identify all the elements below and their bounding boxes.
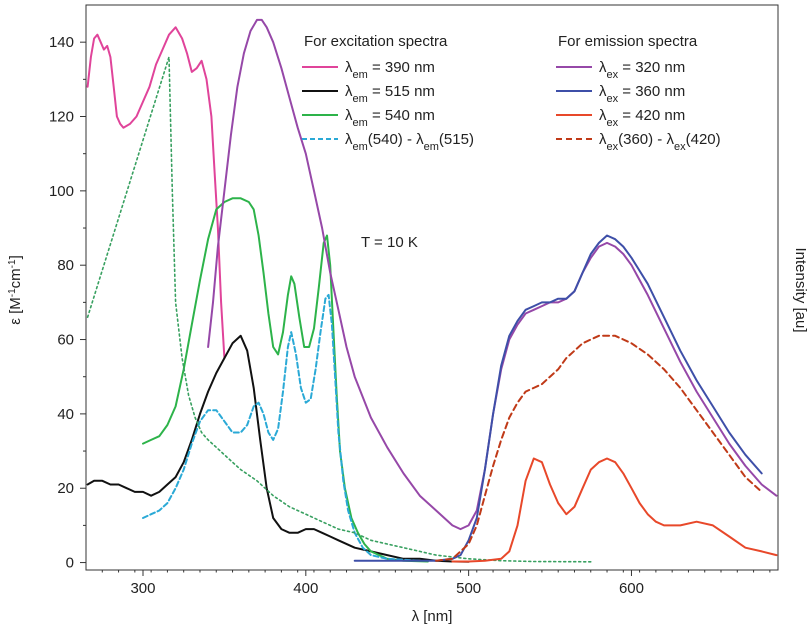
y-axis: 0 20 40 60 80 100 120 140 (49, 34, 86, 572)
legend-label: λex = 420 nm (599, 107, 685, 129)
y-tick-label: 100 (49, 183, 74, 200)
y-tick-label: 80 (57, 257, 74, 274)
series-line-8 (435, 334, 763, 562)
y-tick-label: 120 (49, 109, 74, 126)
legend-label: λex = 360 nm (599, 83, 685, 105)
legend: For excitation spectra For emission spect… (302, 33, 721, 153)
legend-label: λem(540) - λem(515) (345, 131, 474, 153)
legend-heading-1: For emission spectra (558, 33, 698, 50)
y-tick-label: 40 (57, 406, 74, 423)
y-tick-label: 0 (66, 555, 74, 572)
y-tick-label: 20 (57, 480, 74, 497)
y-axis-title-right: Intensity [au] (792, 247, 809, 332)
series-line-5 (207, 18, 778, 531)
legend-label: λex(360) - λex(420) (599, 131, 721, 153)
x-axis: 300 400 500 600 (101, 570, 771, 597)
x-tick-label: 500 (456, 580, 481, 597)
series-line-2 (142, 197, 429, 563)
legend-label: λem = 515 nm (345, 83, 435, 105)
legend-label: λex = 320 nm (599, 59, 685, 81)
legend-heading-0: For excitation spectra (304, 33, 448, 50)
legend-label: λem = 390 nm (345, 59, 435, 81)
curves-layer (86, 18, 778, 563)
series-line-7 (451, 457, 778, 563)
series-line-6 (353, 234, 763, 562)
series-line-1 (86, 334, 470, 563)
y-axis-title-left: ε [M-1cm-1] (7, 255, 25, 325)
y-tick-label: 140 (49, 34, 74, 51)
series-line-3 (142, 293, 421, 562)
x-tick-label: 600 (619, 580, 644, 597)
series-line-4 (86, 56, 592, 563)
plot-frame (85, 4, 779, 571)
x-tick-label: 400 (293, 580, 318, 597)
series-line-0 (86, 26, 226, 360)
x-tick-label: 300 (130, 580, 155, 597)
legend-label: λem = 540 nm (345, 107, 435, 129)
x-axis-title: λ [nm] (412, 608, 453, 625)
annotation-temperature: T = 10 K (361, 234, 418, 251)
y-tick-label: 60 (57, 332, 74, 349)
